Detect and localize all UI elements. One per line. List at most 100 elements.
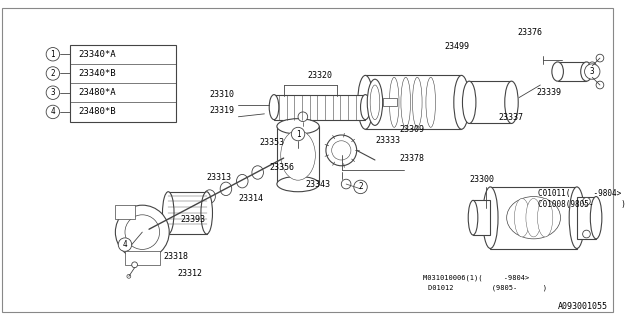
Ellipse shape <box>269 95 279 120</box>
Ellipse shape <box>163 192 174 234</box>
Ellipse shape <box>115 205 169 259</box>
Text: C01011(     -9804>: C01011( -9804> <box>538 189 621 198</box>
Text: 23337: 23337 <box>498 113 523 122</box>
Text: C01008(9805-      ): C01008(9805- ) <box>538 200 627 209</box>
Ellipse shape <box>118 238 132 251</box>
Ellipse shape <box>389 77 399 127</box>
Ellipse shape <box>237 174 248 188</box>
Ellipse shape <box>515 198 530 237</box>
Ellipse shape <box>360 95 370 120</box>
Ellipse shape <box>46 86 60 100</box>
Ellipse shape <box>326 135 356 166</box>
Text: 2: 2 <box>358 182 363 191</box>
Text: 23353: 23353 <box>260 138 285 147</box>
Text: 23314: 23314 <box>239 194 264 203</box>
Ellipse shape <box>356 185 364 193</box>
Ellipse shape <box>538 198 553 237</box>
Text: 23313: 23313 <box>207 173 232 182</box>
Bar <box>490 187 577 249</box>
Text: 23319: 23319 <box>209 106 235 115</box>
Ellipse shape <box>298 112 308 122</box>
Ellipse shape <box>332 141 351 160</box>
Bar <box>473 200 490 235</box>
Ellipse shape <box>426 77 436 127</box>
Ellipse shape <box>354 180 367 194</box>
Ellipse shape <box>367 79 383 125</box>
Text: 3: 3 <box>51 88 55 97</box>
Ellipse shape <box>468 200 478 235</box>
Text: 1: 1 <box>296 130 300 139</box>
Bar <box>168 192 207 234</box>
Text: M031010006(1)(     -9804>: M031010006(1)( -9804> <box>423 274 529 281</box>
Ellipse shape <box>358 76 373 129</box>
Text: 23480*B: 23480*B <box>78 108 115 116</box>
Ellipse shape <box>220 182 232 196</box>
Ellipse shape <box>46 105 60 119</box>
Bar <box>70 44 176 122</box>
Ellipse shape <box>277 176 319 192</box>
Text: 23309: 23309 <box>399 125 424 134</box>
Text: 23300: 23300 <box>469 175 494 184</box>
Ellipse shape <box>552 62 563 81</box>
Text: 23376: 23376 <box>517 28 542 36</box>
Ellipse shape <box>526 198 541 237</box>
Text: 23310: 23310 <box>209 90 235 99</box>
Text: 4: 4 <box>51 108 55 116</box>
Bar <box>277 126 319 184</box>
Text: 1: 1 <box>51 50 55 59</box>
Text: A093001055: A093001055 <box>557 302 607 311</box>
Bar <box>557 62 586 81</box>
Text: 23480*A: 23480*A <box>78 88 115 97</box>
Text: 23356: 23356 <box>269 163 294 172</box>
Ellipse shape <box>186 199 198 213</box>
Text: 23340*A: 23340*A <box>78 50 115 59</box>
Ellipse shape <box>582 197 590 205</box>
Text: 23312: 23312 <box>178 269 203 278</box>
Ellipse shape <box>412 77 422 127</box>
Ellipse shape <box>454 76 469 129</box>
Ellipse shape <box>588 62 596 70</box>
Ellipse shape <box>507 196 561 239</box>
Ellipse shape <box>46 67 60 80</box>
Text: 23339: 23339 <box>536 88 561 97</box>
Text: 23318: 23318 <box>163 252 188 261</box>
Ellipse shape <box>596 81 604 89</box>
Ellipse shape <box>291 127 305 141</box>
Ellipse shape <box>590 196 602 239</box>
Ellipse shape <box>582 230 590 238</box>
Ellipse shape <box>505 81 518 124</box>
Ellipse shape <box>596 54 604 62</box>
Text: 23499: 23499 <box>444 42 469 51</box>
Ellipse shape <box>569 187 584 248</box>
Bar <box>365 76 461 129</box>
Text: D01012         (9805-      ): D01012 (9805- ) <box>428 284 547 291</box>
Text: 3: 3 <box>590 67 595 76</box>
Ellipse shape <box>281 130 316 180</box>
Ellipse shape <box>401 77 410 127</box>
Text: 2: 2 <box>51 69 55 78</box>
Bar <box>469 81 511 124</box>
Bar <box>125 251 159 265</box>
Ellipse shape <box>463 81 476 124</box>
Ellipse shape <box>201 192 212 234</box>
Bar <box>577 196 596 239</box>
Text: 23320: 23320 <box>308 71 333 80</box>
Ellipse shape <box>341 179 351 189</box>
Ellipse shape <box>127 275 131 278</box>
Bar <box>383 99 397 106</box>
Text: 23333: 23333 <box>375 136 400 145</box>
Ellipse shape <box>483 187 498 248</box>
Ellipse shape <box>132 262 138 268</box>
Ellipse shape <box>370 85 380 120</box>
Text: 23343: 23343 <box>306 180 331 188</box>
Ellipse shape <box>252 166 264 179</box>
Text: 23393: 23393 <box>180 215 205 224</box>
Ellipse shape <box>125 215 159 249</box>
Ellipse shape <box>46 47 60 61</box>
Ellipse shape <box>204 190 216 203</box>
Text: 4: 4 <box>123 240 127 249</box>
Ellipse shape <box>580 62 592 81</box>
Text: 23378: 23378 <box>399 154 424 163</box>
Ellipse shape <box>277 119 319 134</box>
Bar <box>274 95 365 120</box>
